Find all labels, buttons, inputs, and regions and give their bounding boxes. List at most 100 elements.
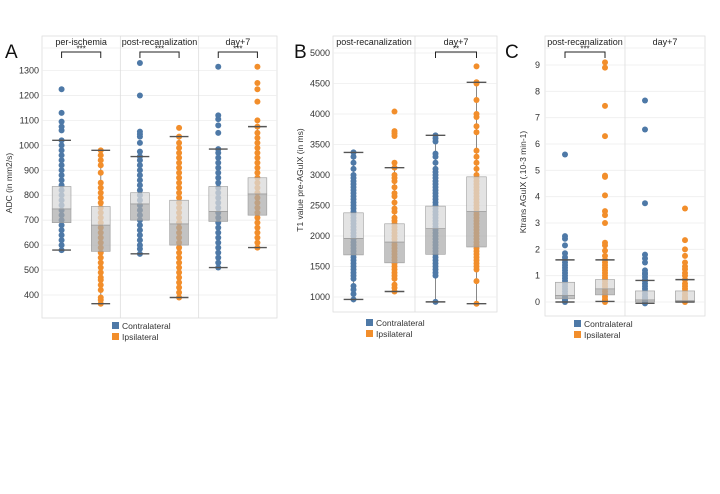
box-upper xyxy=(208,186,228,212)
data-point xyxy=(254,139,261,146)
data-point xyxy=(176,244,183,251)
data-point xyxy=(473,123,480,130)
y-tick-label: 5000 xyxy=(310,48,330,58)
outlier-point xyxy=(254,98,261,105)
outlier-point xyxy=(562,233,568,240)
data-point xyxy=(97,287,104,294)
series-contralateral xyxy=(425,132,446,305)
data-point xyxy=(432,150,439,157)
series-ipsilateral xyxy=(675,205,695,305)
box-upper xyxy=(595,279,615,290)
box-lower xyxy=(208,211,228,222)
box-upper xyxy=(247,177,268,195)
data-point xyxy=(350,153,357,160)
data-point xyxy=(176,284,183,291)
data-point xyxy=(350,159,357,166)
data-point xyxy=(254,159,261,166)
data-point xyxy=(97,269,104,276)
data-point xyxy=(97,152,104,159)
data-point xyxy=(58,152,65,159)
data-point xyxy=(254,214,261,221)
outlier-point xyxy=(602,220,608,226)
legend-label-ipsilateral: Ipsilateral xyxy=(122,332,158,342)
data-point xyxy=(254,164,261,171)
outlier-point xyxy=(602,208,608,215)
data-point xyxy=(254,224,261,231)
legend-swatch-contralateral xyxy=(112,322,119,329)
data-point xyxy=(136,222,143,229)
outlier-point xyxy=(642,267,648,274)
data-point xyxy=(136,242,143,249)
data-point xyxy=(391,199,398,206)
box-lower xyxy=(635,299,655,303)
outlier-point xyxy=(58,118,65,125)
significance-bracket xyxy=(217,51,258,58)
box-upper xyxy=(635,290,655,301)
y-axis-label: T1 value pre-AGuIX (in ms) xyxy=(295,128,305,232)
significance-label: *** xyxy=(233,45,242,54)
data-point xyxy=(97,264,104,271)
outlier-point xyxy=(562,151,568,158)
box-upper xyxy=(343,212,364,239)
box-lower xyxy=(466,211,487,248)
data-point xyxy=(97,162,104,169)
data-point xyxy=(391,190,398,197)
series-contralateral xyxy=(51,86,72,254)
data-point xyxy=(176,149,183,156)
outlier-point xyxy=(602,172,608,179)
box-lower xyxy=(384,241,405,264)
outlier-point xyxy=(254,117,261,124)
box-upper xyxy=(51,186,72,210)
y-tick-label: 3 xyxy=(535,218,540,228)
y-tick-label: 4500 xyxy=(310,79,330,89)
y-tick-label: 8 xyxy=(535,86,540,96)
data-point xyxy=(215,174,222,181)
data-point xyxy=(176,269,183,276)
box-upper xyxy=(384,223,405,243)
data-point xyxy=(176,154,183,161)
data-point xyxy=(391,214,398,221)
outlier-point xyxy=(642,126,648,133)
data-point xyxy=(136,187,143,194)
y-tick-label: 3500 xyxy=(310,140,330,150)
data-point xyxy=(391,281,398,288)
data-point xyxy=(254,134,261,141)
data-point xyxy=(97,189,104,196)
data-point xyxy=(97,294,104,301)
data-point xyxy=(97,194,104,201)
data-point xyxy=(215,154,222,161)
data-point xyxy=(350,165,357,172)
y-tick-label: 1200 xyxy=(19,90,39,100)
data-point xyxy=(473,153,480,160)
legend-swatch-ipsilateral xyxy=(366,330,373,337)
y-tick-label: 1100 xyxy=(20,115,39,125)
legend-swatch-ipsilateral xyxy=(574,331,581,338)
y-tick-label: 7 xyxy=(535,113,540,123)
outlier-point xyxy=(254,63,261,70)
legend-label-ipsilateral: Ipsilateral xyxy=(584,330,620,340)
data-point xyxy=(97,179,104,186)
data-point xyxy=(97,199,104,206)
legend-swatch-contralateral xyxy=(574,320,581,327)
data-point xyxy=(391,205,398,212)
facet-label: post-recanalization xyxy=(547,37,623,47)
data-point xyxy=(254,234,261,241)
outlier-point xyxy=(602,252,608,259)
data-point xyxy=(97,157,104,164)
outlier-point xyxy=(254,79,261,86)
data-point xyxy=(215,239,222,246)
outlier-point xyxy=(215,122,222,129)
data-point xyxy=(215,259,222,266)
outlier-point xyxy=(602,102,608,109)
box-upper xyxy=(555,281,575,296)
y-tick-label: 0 xyxy=(535,297,540,307)
outlier-point xyxy=(136,60,143,67)
y-tick-label: 400 xyxy=(24,290,39,300)
panel-letter-b: B xyxy=(294,42,307,63)
legend-label-contralateral: Contralateral xyxy=(122,321,171,331)
data-point xyxy=(97,259,104,266)
data-point xyxy=(350,172,357,178)
data-point xyxy=(350,283,357,290)
box-lower xyxy=(51,208,72,223)
